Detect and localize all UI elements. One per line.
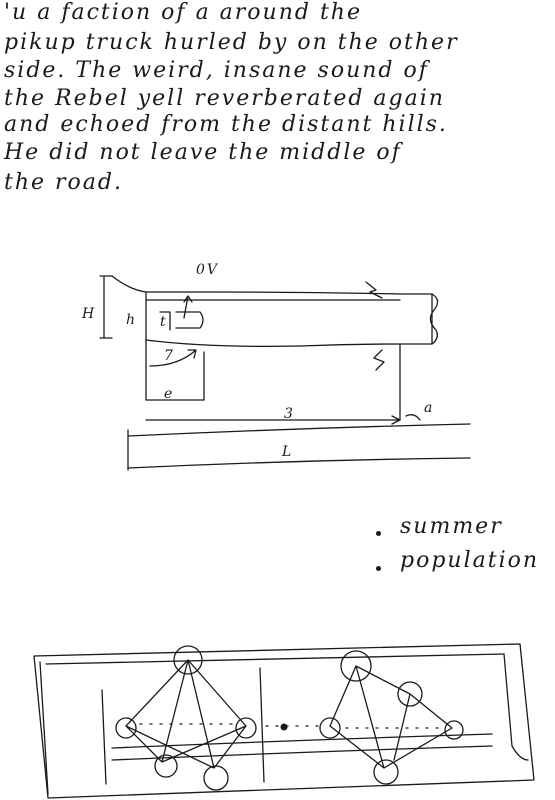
inner-left-post: [145, 339, 205, 401]
dotted-chain: [139, 723, 441, 729]
frame-left-post: [101, 689, 107, 785]
node-right-d: [373, 759, 399, 785]
dim-line-3: [145, 415, 401, 425]
edges-left: [125, 659, 247, 769]
bullet-text-2: population: [400, 548, 540, 573]
text-line-4: the Rebel yell reverberated again: [4, 86, 445, 111]
sketch-label-inner-step: t: [160, 314, 168, 330]
node-left-a: [115, 717, 137, 739]
bullet-dot-2: [376, 566, 381, 571]
node-top-right: [340, 650, 372, 682]
text-line-5: and echoed from the distant hills.: [4, 112, 448, 137]
dim-line-long: [127, 423, 471, 437]
text-line-7: the road.: [4, 170, 123, 195]
text-line-2: pikup truck hurled by on the other: [4, 30, 459, 55]
frame-bottom-rails: [111, 733, 493, 761]
text-line-6: He did not leave the middle of: [4, 140, 402, 165]
bullet-text-1: summer: [400, 514, 503, 539]
node-right-b: [319, 717, 341, 739]
sketch-label-long-bottom: L: [282, 444, 294, 460]
node-right-a: [397, 681, 423, 707]
edges-right: [329, 665, 453, 769]
sketch-label-bottom-left: e: [164, 386, 175, 402]
diagonal-arrow: [149, 349, 197, 367]
frame-outer: [33, 643, 535, 799]
node-top-left: [173, 645, 203, 675]
text-line-3: side. The weird, insane sound of: [4, 58, 429, 83]
node-left-c: [154, 754, 178, 778]
zigzag-top: [365, 281, 383, 299]
dim-line-L: [127, 429, 471, 471]
sketch-label-mid-bottom: 3: [284, 406, 295, 422]
beam-break: [429, 293, 439, 345]
node-left-b: [235, 717, 257, 739]
sketch-label-diagonal: 7: [164, 348, 175, 364]
node-left-d: [203, 765, 229, 791]
frame-right-box: [503, 653, 529, 761]
node-right-c: [444, 720, 464, 740]
angle-mark: [405, 414, 421, 421]
frame-mid-post: [259, 667, 265, 783]
bottom-beam: [145, 339, 401, 348]
inner-step: [159, 311, 204, 331]
sketch-label-left-inner: h: [126, 312, 138, 328]
sketch-label-top-mark: 0V: [196, 262, 220, 278]
text-line-1: 'u a faction of a around the: [4, 0, 362, 25]
sketch-label-right-angle: a: [424, 400, 435, 416]
frame-inner: [39, 653, 505, 795]
zigzag-bottom: [373, 349, 385, 371]
center-dot: [280, 723, 288, 731]
bullet-dot-1: [376, 531, 381, 536]
beam-end-box: [399, 293, 433, 345]
left-outer-bracket: [99, 275, 113, 339]
arrow-to-top: [183, 295, 193, 319]
sketch-label-left-outer: H: [82, 306, 97, 322]
